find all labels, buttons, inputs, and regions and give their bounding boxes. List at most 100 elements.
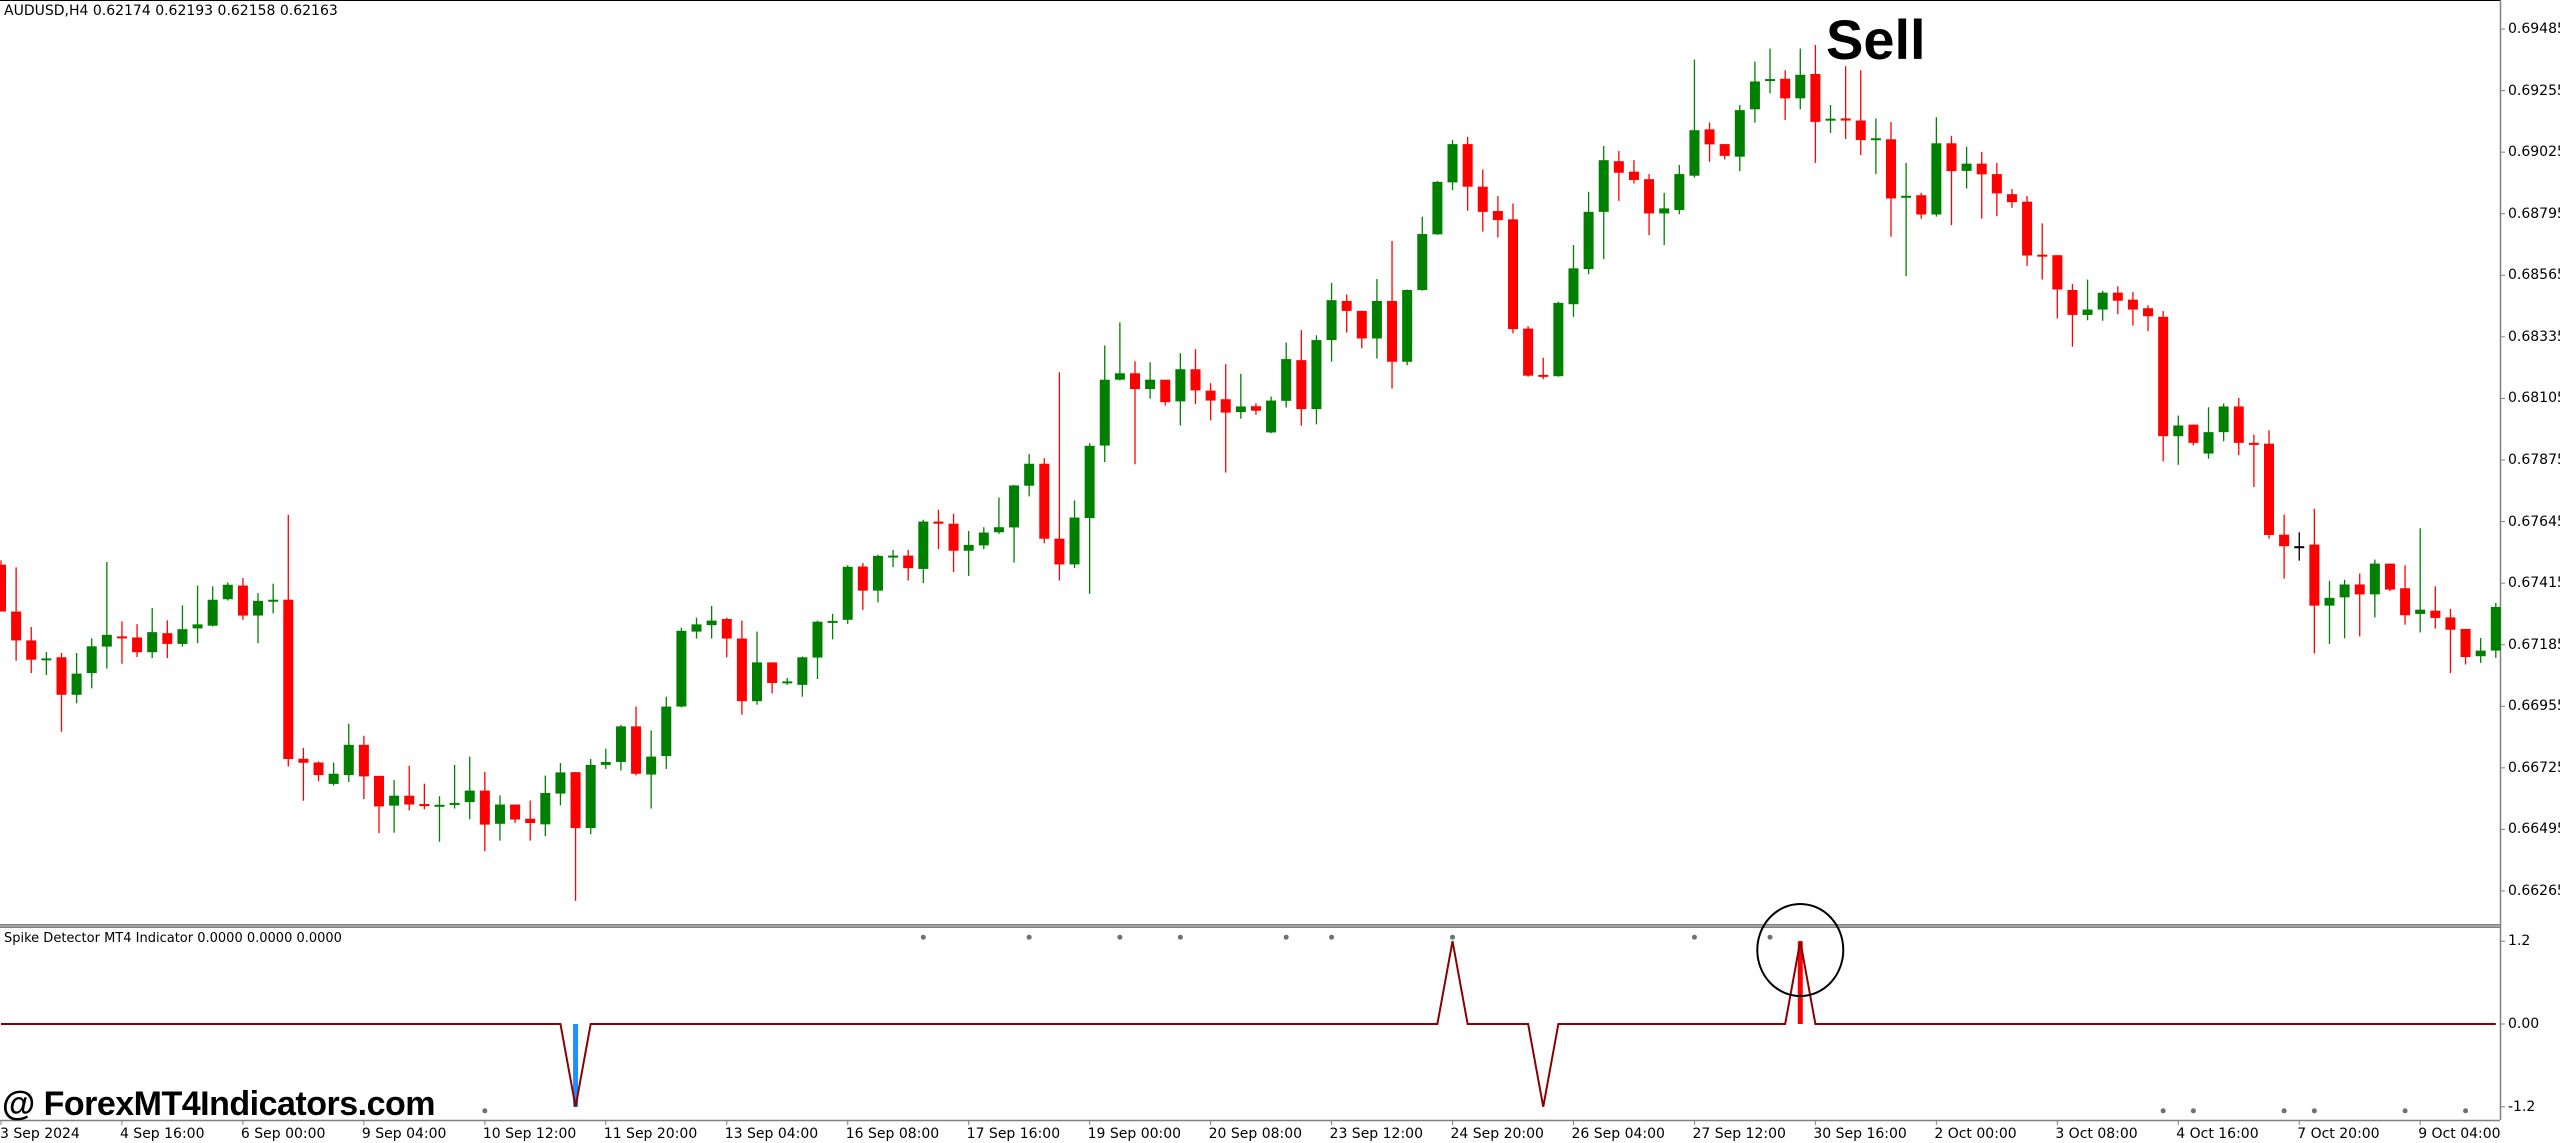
upper-signal-dot [1691,934,1697,940]
candle-body [2248,442,2259,445]
candle-body [1946,143,1957,172]
candle-body [1266,400,1277,433]
candle [2475,638,2486,663]
upper-signal-dot [1767,934,1773,940]
candle-body [358,744,369,777]
candle-body [2339,584,2350,598]
candle [1674,164,1685,215]
candle [721,617,732,658]
candle-body [782,681,793,684]
candle [2127,291,2138,326]
candle [1130,361,1140,465]
time-axis-label: 17 Sep 16:00 [966,1126,1061,1142]
price-axis-label: 0.66495 [2508,821,2560,838]
candle-body [328,773,339,784]
chart-frame [0,0,2505,1125]
candle [2430,586,2441,629]
candle [162,620,173,659]
candle [2218,403,2229,442]
candle [1538,357,1549,380]
candle [510,804,521,824]
candle [1523,326,1534,377]
candle-body [177,629,188,644]
candle-body [494,804,505,824]
candle-body [1492,211,1503,221]
watermark: @ ForexMT4Indicators.com [2,1085,436,1123]
lower-signal-dot [2190,1108,2196,1114]
candle [1568,245,1579,317]
candle-body [1870,138,1881,141]
time-axis-label: 26 Sep 04:00 [1571,1126,1665,1142]
candle-body [721,619,732,639]
candle-body [948,523,959,551]
indicator-layer [1,934,2496,1114]
time-axis-label: 6 Sep 00:00 [240,1126,326,1142]
candle-body [207,599,218,626]
price-axis-label: 0.67185 [2508,636,2560,653]
candle [525,800,536,841]
candle-body [1749,81,1760,110]
candle [1628,160,1639,184]
price-axis-label: 0.67645 [2508,513,2560,530]
price-axis-label: 0.67415 [2508,575,2560,592]
candle [993,497,1004,534]
candle-body [1160,379,1171,403]
upper-signal-dot [920,934,926,940]
candle-body [1326,300,1337,341]
candle-body [2173,425,2184,437]
candle [2173,415,2184,465]
upper-signal-dot [1117,934,1123,940]
candle-body [2203,432,2214,454]
candle [207,586,218,627]
candle-body [464,790,475,803]
candle-body [842,566,853,620]
candle-body [449,802,460,805]
candle-body [1296,360,1307,410]
time-axis-label: 24 Sep 20:00 [1450,1126,1544,1142]
price-axis-label: 0.69485 [2508,21,2560,37]
price-axis-label: 0.69255 [2508,82,2560,99]
candle [283,514,294,767]
candle-body [2400,588,2411,616]
price-axis-label: 0.68565 [2508,267,2560,284]
candle-body [116,636,127,639]
candle-body [2415,609,2426,614]
candle [631,706,642,776]
candle-body [1659,208,1670,214]
indicator-axis-label: 0.00 [2508,1016,2540,1032]
candle-body [2309,544,2320,606]
upper-signal-dot [1329,934,1335,940]
candle [1613,151,1624,201]
candle [1462,136,1473,211]
candle-body [615,726,626,762]
candle [404,765,415,811]
candle-body [1311,340,1322,410]
candle [646,730,657,809]
candle [2354,573,2365,637]
candle [2339,579,2350,639]
candle [2022,196,2033,266]
candle-body [1039,463,1050,539]
candle [253,593,264,644]
candle [494,795,505,841]
candle [615,724,626,771]
candle-body [1674,174,1685,210]
candle [2248,434,2259,488]
candle [389,780,400,833]
candle [1250,403,1261,415]
candle-body [2097,292,2108,310]
candle-body [767,662,778,683]
candle [1825,105,1836,133]
candle [857,563,868,610]
candle [358,735,369,800]
candle-body [570,772,581,829]
time-axis-label: 10 Sep 12:00 [482,1126,577,1142]
candle [797,656,808,697]
time-axis-label: 27 Sep 12:00 [1692,1126,1786,1142]
candle [1190,349,1201,405]
candle-body [1840,118,1851,121]
candle-body [71,673,82,695]
candle [449,764,460,809]
candle [570,772,581,901]
